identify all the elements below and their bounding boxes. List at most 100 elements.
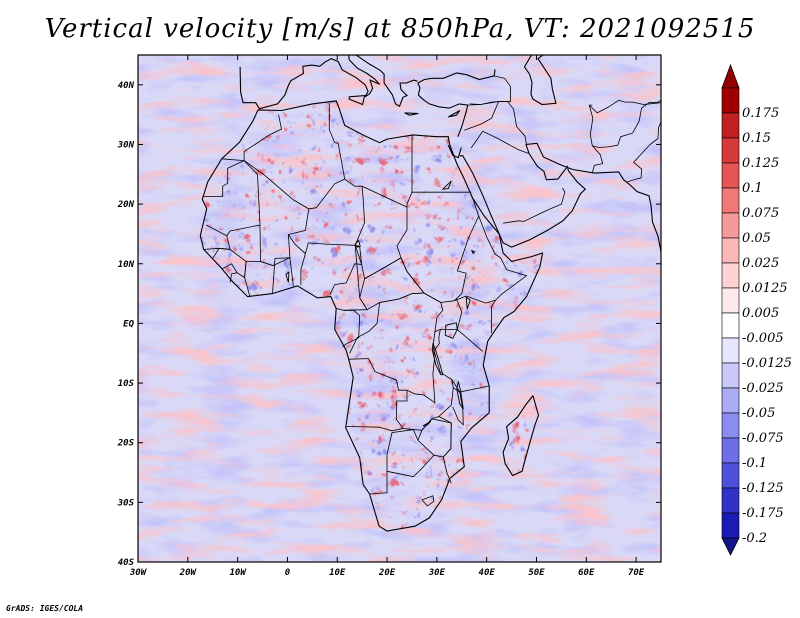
lat-tick-label: 20N [117, 200, 135, 210]
colorbar-label: -0.075 [742, 431, 784, 446]
colorbar-swatch [721, 137, 740, 164]
plot-title: Vertical velocity [m/s] at 850hPa, VT: 2… [44, 14, 756, 44]
border-india-pakistan [626, 121, 661, 183]
arabia-coastline [459, 142, 661, 252]
colorbar-swatch [721, 262, 740, 289]
colorbar-lower-arrow [721, 537, 740, 556]
colorbar-swatch [721, 512, 740, 539]
colorbar-label: -0.025 [742, 381, 784, 396]
lon-tick-label: 30E [428, 568, 446, 578]
lon-tick-label: 70E [628, 568, 645, 578]
lake-malawi [456, 381, 464, 410]
colorbar-label: 0.1 [742, 181, 763, 196]
balkan-coastline [355, 55, 418, 108]
border-ghana [272, 257, 294, 294]
border-pakistan [592, 99, 661, 148]
border-niger [288, 186, 366, 255]
africa-coastline [199, 100, 544, 532]
colorbar-swatch [721, 112, 740, 139]
border-maghreb [221, 114, 282, 162]
lon-tick-label: 50E [528, 568, 545, 578]
border-zambia [402, 379, 454, 431]
colorbar-swatch [721, 337, 740, 364]
colorbar-label: 0.005 [742, 306, 779, 321]
border-namibia [369, 454, 388, 495]
lat-tick-label: 40S [118, 558, 135, 568]
europe-coastline [239, 55, 381, 110]
colorbar-label: -0.005 [742, 331, 784, 346]
border-tanzania [433, 329, 489, 393]
colorbar-swatch [721, 462, 740, 489]
colorbar-label: -0.175 [742, 506, 784, 521]
colorbar-label: 0.025 [742, 256, 779, 271]
madagascar-coastline [502, 395, 540, 477]
colorbar-swatch [721, 212, 740, 239]
border-kenya [457, 329, 483, 352]
colorbar-swatch [721, 312, 740, 339]
border-gabon-congo [342, 309, 361, 348]
lon-tick-label: 10W [229, 568, 247, 578]
lake-turkana [465, 296, 471, 310]
lake-tanganyika [431, 342, 444, 376]
border-malawi [452, 387, 464, 426]
colorbar: 0.175 0.15 0.125 0.1 0.075 0.05 0.025 0.0125 0.0… [721, 63, 792, 556]
colorbar-label: -0.05 [742, 406, 775, 421]
colorbar-swatch [721, 437, 740, 464]
lat-tick-label: 30N [117, 140, 135, 150]
colorbar-swatch [721, 87, 740, 114]
cyprus-coastline [448, 110, 461, 118]
lat-tick-label: 10N [118, 260, 135, 270]
plot-frame [137, 54, 662, 563]
map-lines [199, 55, 661, 532]
lake-kariba [422, 420, 432, 427]
colorbar-label: 0.175 [742, 106, 779, 121]
lat-tick-label: EQ [123, 319, 134, 329]
colorbar-label: 0.075 [742, 206, 779, 221]
border-liberia [229, 272, 238, 283]
border-jordan-syria [464, 101, 499, 131]
colorbar-swatch [721, 187, 740, 214]
border-senegal [204, 235, 231, 250]
lon-tick-label: 20W [179, 568, 198, 578]
colorbar-label: -0.2 [742, 531, 767, 546]
levant-coastline [417, 69, 496, 137]
colorbar-swatch [721, 287, 740, 314]
axis-ticks: 30W 20W 10W 0 10E 20E 30E 40E 50E 60E 70E 40N 30N 20N… [117, 55, 661, 578]
grads-credit: GrADS: IGES/COLA [6, 604, 84, 613]
colorbar-swatch [721, 362, 740, 389]
colorbar-swatch [721, 162, 740, 189]
lat-tick-label: 30S [117, 498, 135, 508]
colorbar-swatch [721, 387, 740, 414]
lake-chad [354, 239, 361, 248]
border-drc [348, 292, 444, 404]
colorbar-swatch [721, 487, 740, 514]
lat-tick-label: 10S [118, 379, 135, 389]
border-ethiopia [454, 215, 528, 304]
lat-tick-label: 20S [117, 439, 135, 449]
colorbar-swatch [721, 237, 740, 264]
lake-tana [470, 249, 476, 255]
border-mauritania [202, 160, 261, 237]
colorbar-upper-arrow [721, 63, 740, 89]
lon-tick-label: 10E [329, 568, 346, 578]
colorbar-label: -0.125 [742, 481, 784, 496]
border-somalia [491, 299, 496, 333]
colorbar-label: -0.0125 [742, 356, 792, 371]
lon-tick-label: 30W [129, 568, 148, 578]
caspian-coastline [523, 55, 557, 106]
lake-nasser [441, 180, 452, 190]
border-afghan [589, 99, 661, 114]
lake-volta [285, 271, 290, 283]
colorbar-label: 0.05 [742, 231, 771, 246]
border-nigeria [300, 253, 306, 286]
border-yemen [503, 187, 566, 224]
colorbar-label: -0.1 [742, 456, 767, 471]
border-mozambique [438, 416, 452, 484]
border-car [359, 257, 425, 311]
colorbar-swatch [721, 412, 740, 439]
colorbar-label: 0.15 [742, 131, 771, 146]
border-algeria-south [243, 103, 346, 210]
lon-tick-label: 20E [378, 568, 396, 578]
lake-victoria [444, 322, 458, 339]
